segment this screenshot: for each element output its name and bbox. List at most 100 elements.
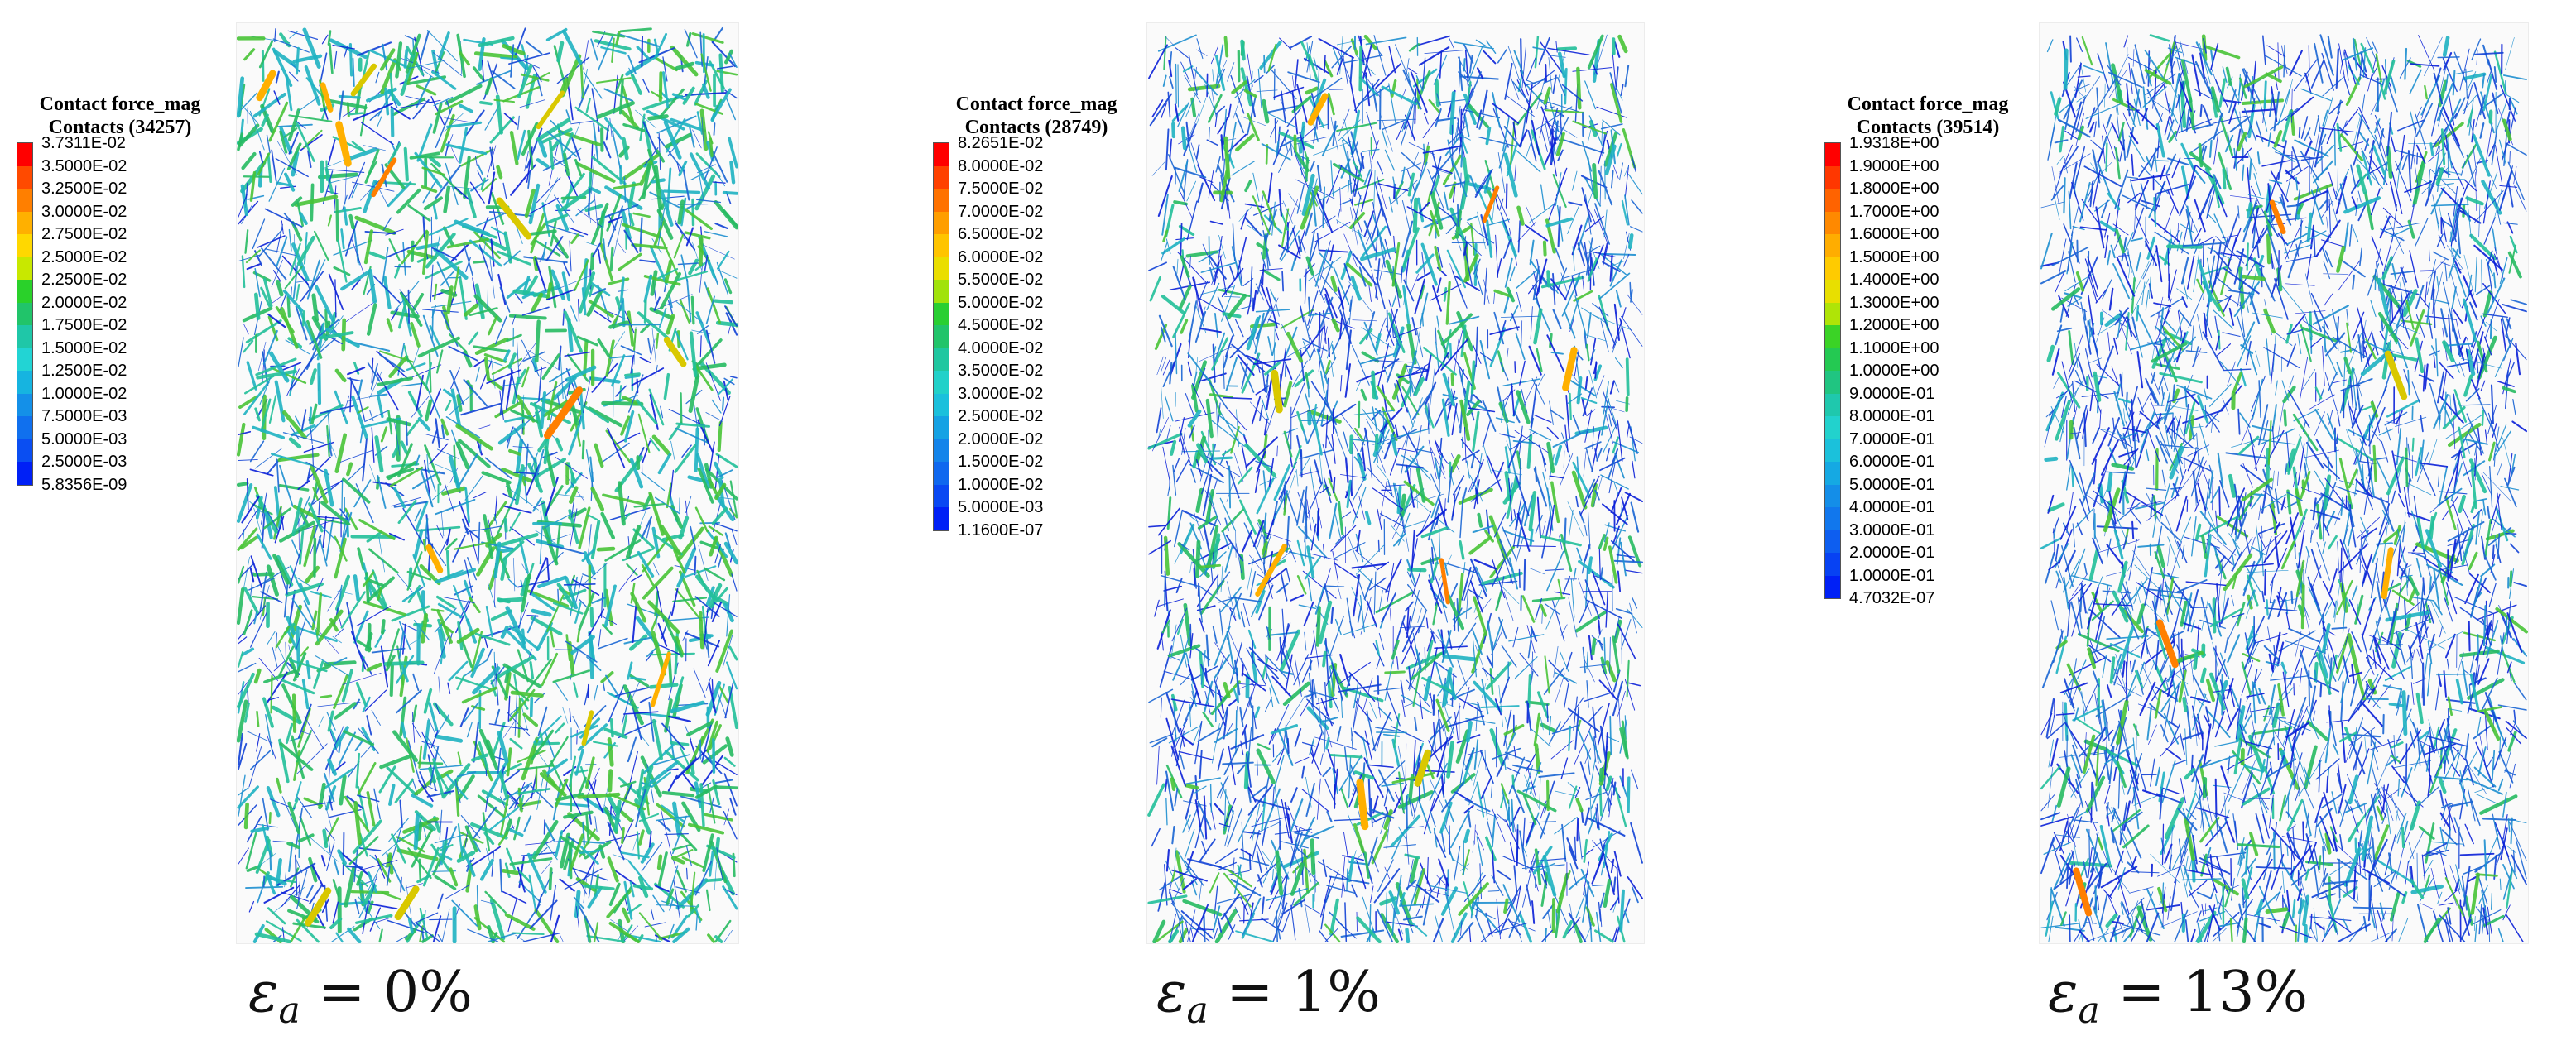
colorbar-tick-label: 7.5000E-02 (958, 180, 1044, 198)
colorbar-segment (17, 234, 32, 257)
colorbar-segment (1825, 393, 1840, 416)
colorbar-tick-label: 1.1600E-07 (958, 520, 1044, 539)
colorbar-tick-label: 2.5000E-03 (41, 453, 127, 471)
colorbar-tick-label: 2.5000E-02 (958, 407, 1044, 425)
colorbar-segment (17, 416, 32, 439)
colorbar-segment (17, 165, 32, 189)
colorbar-tick-label: 4.0000E-02 (958, 338, 1044, 357)
colorbar-segment (1825, 234, 1840, 257)
legend-title: Contact force_mag (39, 94, 201, 115)
colorbar-segment (934, 348, 949, 371)
colorbar-segment (934, 165, 949, 189)
colorbar-tick-label: 1.0000E-02 (958, 475, 1044, 494)
colorbar-segment (934, 257, 949, 280)
colorbar-tick-label: 2.0000E-02 (958, 429, 1044, 448)
axial-strain-label: εa = 0% (248, 960, 473, 1032)
colorbar-segment (17, 143, 32, 166)
colorbar-tick-label: 7.0000E-01 (1849, 429, 1935, 448)
colorbar-tick-label: 8.2651E-02 (958, 134, 1044, 152)
axial-strain-label: εa = 13% (2048, 960, 2309, 1032)
colorbar-segment (1825, 143, 1840, 166)
colorbar-segment (1825, 189, 1840, 212)
colorbar-tick-label: 1.0000E-02 (41, 384, 127, 403)
colorbar-tick-label: 8.0000E-01 (1849, 407, 1935, 425)
colorbar-segment (934, 393, 949, 416)
colorbar-tick-label: 1.5000E+00 (1849, 247, 1939, 266)
colorbar-tick-label: 4.0000E-01 (1849, 498, 1935, 516)
colorbar-tick-label: 1.1000E+00 (1849, 338, 1939, 357)
color-legend: Contact force_mag Contacts (34257) 3.731… (17, 93, 223, 494)
colorbar-segment (934, 416, 949, 439)
colorbar-segment (934, 143, 949, 166)
colorbar-segment (1825, 325, 1840, 348)
colorbar-segment (17, 189, 32, 212)
colorbar-segment (1825, 371, 1840, 394)
legend-contact-count: Contacts (28749) (964, 117, 1108, 138)
colorbar-segment (934, 302, 949, 325)
colorbar-tick-label: 3.2500E-02 (41, 180, 127, 198)
colorbar-tick-label: 5.5000E-02 (958, 271, 1044, 289)
colorbar-tick-label: 9.0000E-01 (1849, 384, 1935, 403)
colorbar-tick-label: 1.7000E+00 (1849, 202, 1939, 221)
colorbar-tick-label: 8.0000E-02 (958, 156, 1044, 175)
colorbar-tick-label: 2.2500E-02 (41, 271, 127, 289)
contact-force-network (1147, 23, 1644, 943)
colorbar-tick-label: 4.5000E-02 (958, 316, 1044, 334)
colorbar-segment (1825, 530, 1840, 553)
colorbar-segment (17, 393, 32, 416)
colorbar-segment (17, 325, 32, 348)
colorbar-tick-label: 5.0000E-03 (958, 498, 1044, 516)
colorbar-tick-label: 1.9000E+00 (1849, 156, 1939, 175)
colorbar (17, 142, 33, 486)
colorbar-segment (934, 371, 949, 394)
colorbar-tick-label: 6.0000E-02 (958, 247, 1044, 266)
colorbar-tick-label: 1.2500E-02 (41, 362, 127, 380)
contact-force-network (2040, 23, 2528, 943)
colorbar-segment (17, 348, 32, 371)
colorbar-segment (934, 462, 949, 485)
colorbar-tick-label: 6.0000E-01 (1849, 453, 1935, 471)
legend-title: Contact force_mag (955, 94, 1117, 115)
colorbar-segment (17, 257, 32, 280)
colorbar-segment (1825, 280, 1840, 303)
colorbar-segment (1825, 302, 1840, 325)
color-legend: Contact force_mag Contacts (28749) 8.265… (933, 93, 1140, 539)
colorbar-segment (17, 462, 32, 485)
colorbar-tick-label: 2.5000E-02 (41, 247, 127, 266)
colorbar-segment (1825, 165, 1840, 189)
colorbar-segment (934, 325, 949, 348)
colorbar-segment (934, 211, 949, 234)
colorbar-segment (1825, 211, 1840, 234)
colorbar-tick-label: 3.0000E-02 (958, 384, 1044, 403)
colorbar-tick-label: 2.0000E-01 (1849, 544, 1935, 562)
force-chains (237, 26, 738, 943)
colorbar-tick-label: 1.0000E+00 (1849, 362, 1939, 380)
colorbar-tick-label: 3.0000E-02 (41, 202, 127, 221)
color-legend: Contact force_mag Contacts (39514) 1.931… (1824, 93, 2031, 607)
colorbar-tick-label: 7.5000E-03 (41, 407, 127, 425)
colorbar-segment (1825, 575, 1840, 598)
colorbar-segment (17, 371, 32, 394)
contact-force-network-plot (237, 26, 738, 943)
colorbar-segment (934, 234, 949, 257)
colorbar-tick-label: 2.7500E-02 (41, 225, 127, 243)
colorbar-segment (17, 211, 32, 234)
colorbar-segment (1825, 462, 1840, 485)
colorbar-tick-label: 5.0000E-03 (41, 429, 127, 448)
colorbar-segment (1825, 348, 1840, 371)
colorbar-segment (1825, 439, 1840, 462)
colorbar-tick-label: 1.0000E-01 (1849, 566, 1935, 585)
colorbar-tick-label: 7.0000E-02 (958, 202, 1044, 221)
colorbar-tick-label: 1.6000E+00 (1849, 225, 1939, 243)
colorbar (1824, 142, 1841, 599)
colorbar-tick-label: 1.3000E+00 (1849, 293, 1939, 312)
colorbar-segment (1825, 416, 1840, 439)
colorbar-segment (934, 439, 949, 462)
colorbar-segment (934, 507, 949, 530)
legend-title: Contact force_mag (1847, 94, 2009, 115)
colorbar-ticks: 1.9318E+00 1.9000E+00 1.8000E+00 1.7000E+00… (1849, 132, 1939, 611)
contact-force-network-plot (2040, 34, 2528, 943)
colorbar-tick-label: 2.0000E-02 (41, 293, 127, 312)
colorbar-tick-label: 1.5000E-02 (41, 338, 127, 357)
contact-force-network (237, 23, 738, 943)
